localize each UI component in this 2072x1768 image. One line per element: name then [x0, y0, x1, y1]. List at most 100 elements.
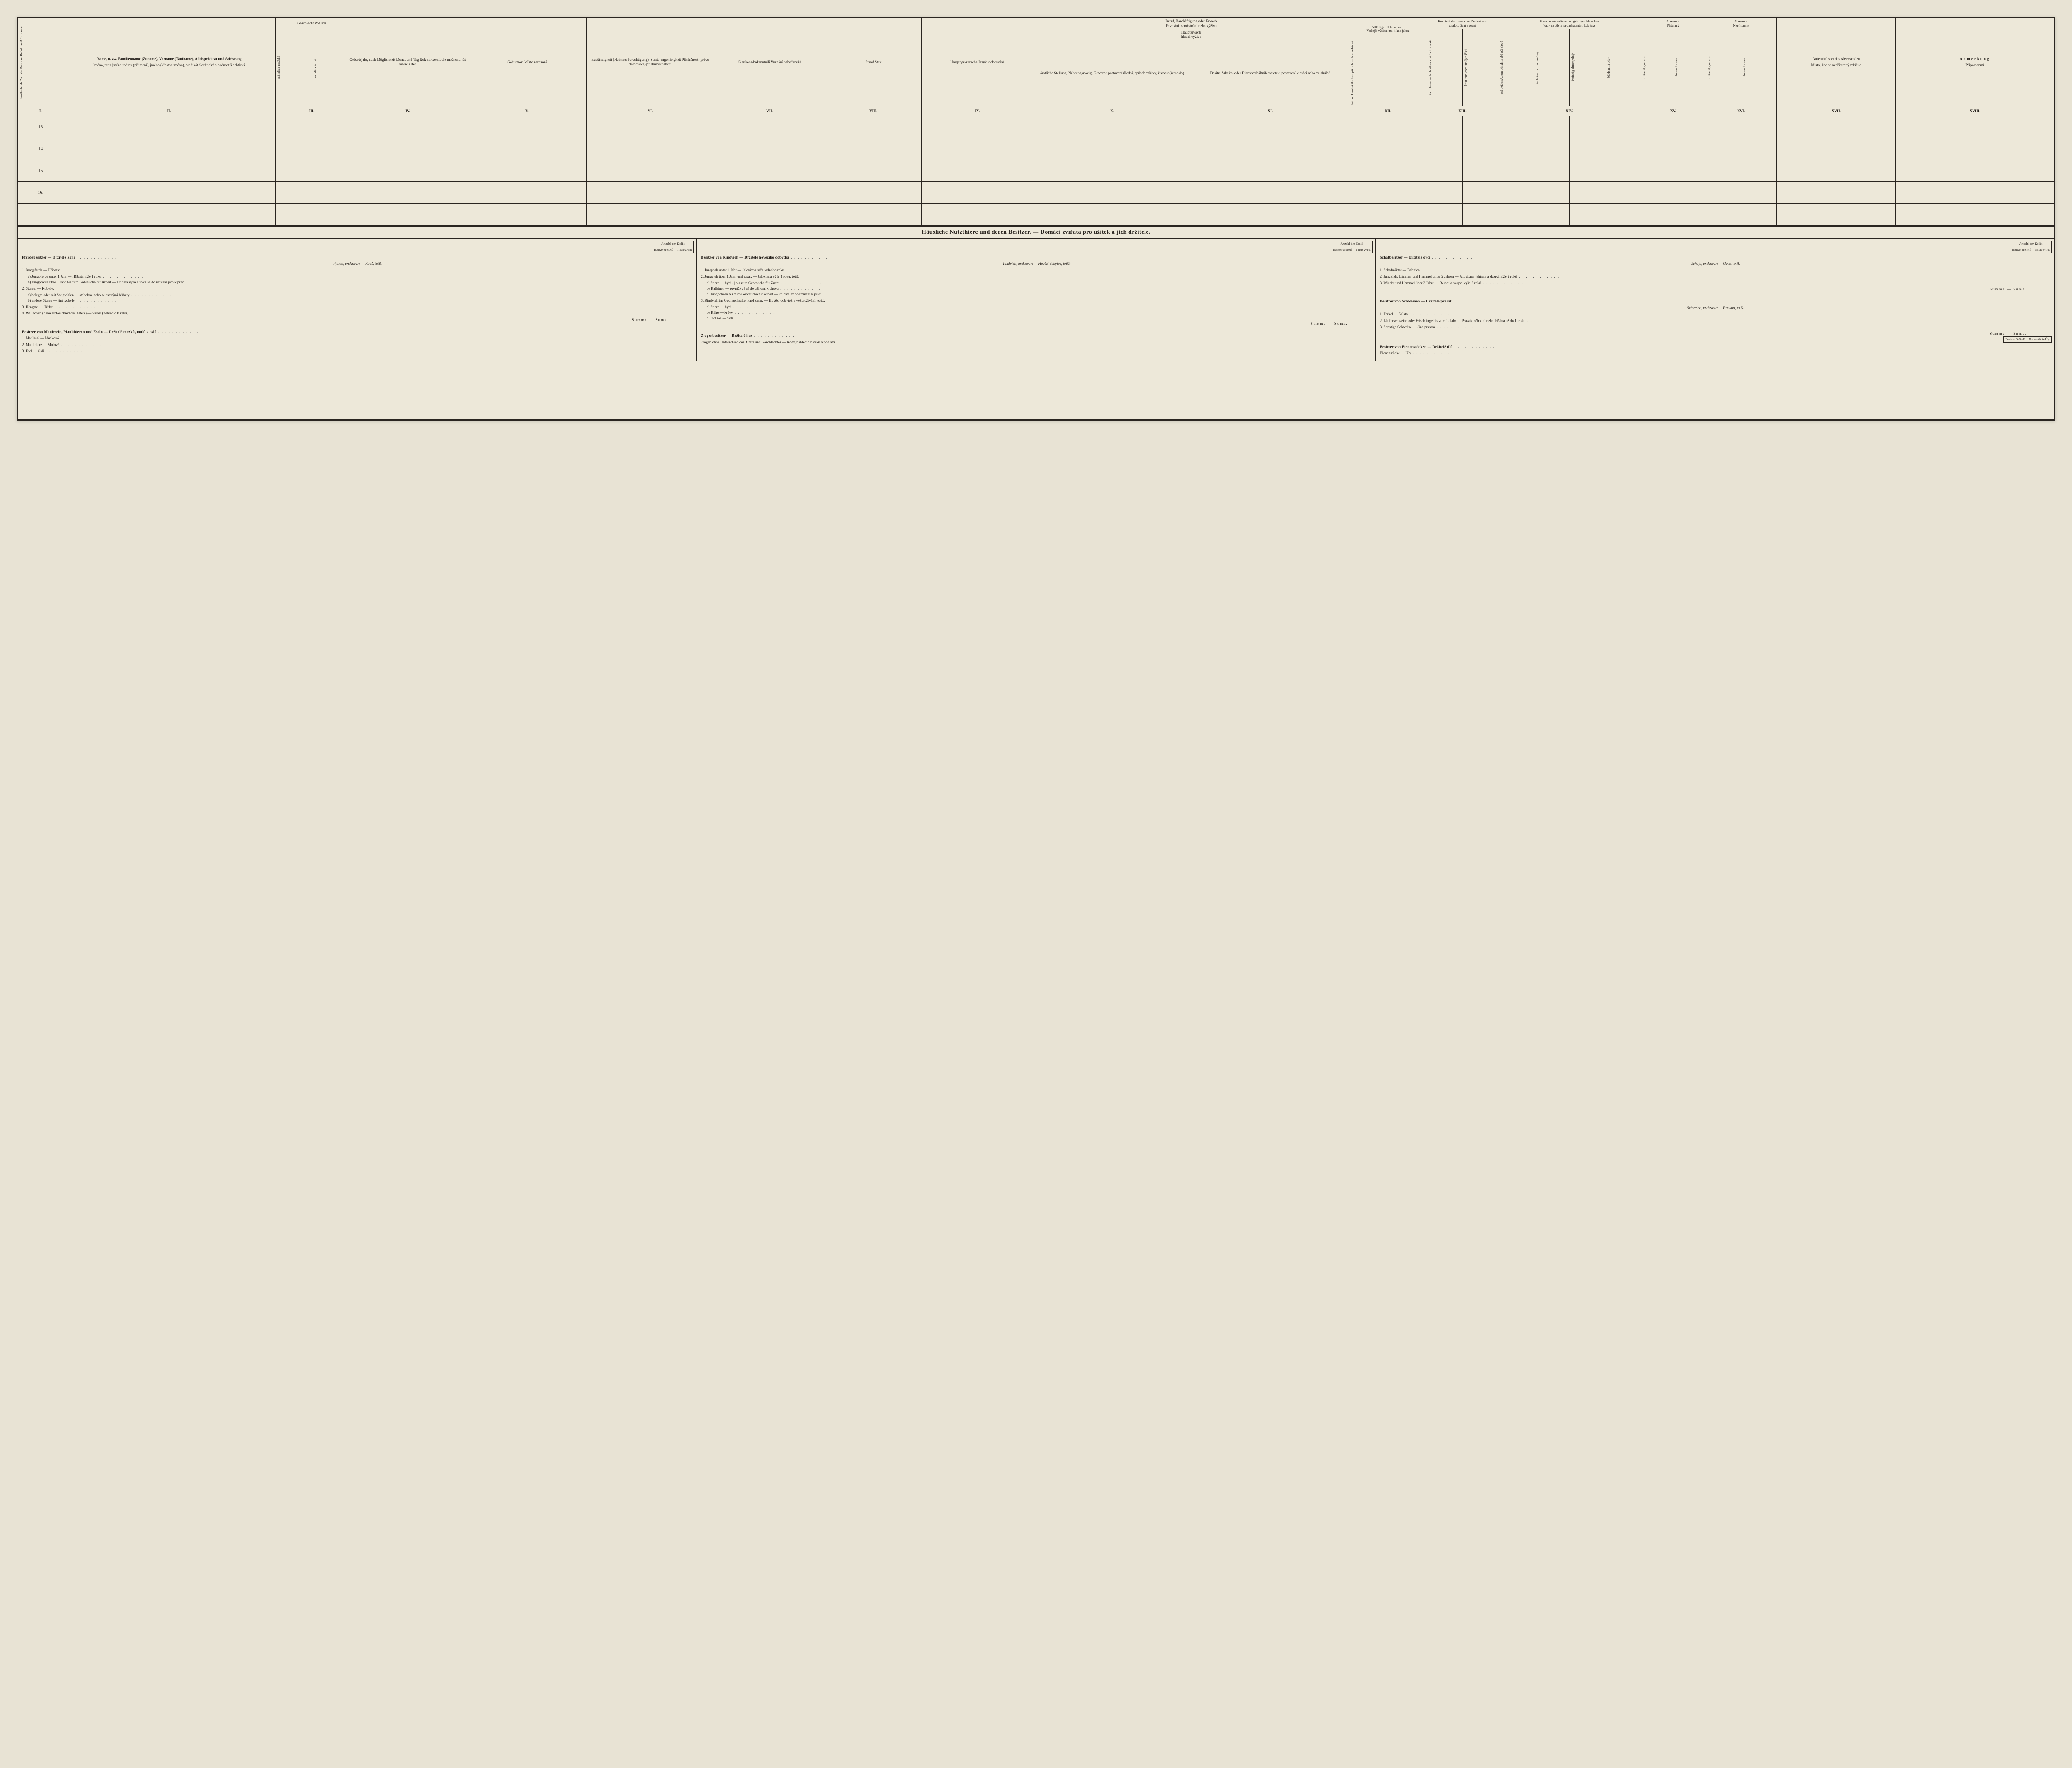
sub15a: zeitweilig na čas [1642, 51, 1646, 84]
item: c) Ochsen — voli [707, 316, 1372, 322]
pig-subtitle: Schweine, und zwar: — Prasata, totiž: [1380, 305, 2052, 311]
item: 1. Maulesel — Mezkové [22, 336, 694, 341]
col-17-cz: Místo, kde se nepřítomný zdržuje [1778, 63, 1894, 68]
col-6-header: Zuständigkeit (Heimats-berechtigung), St… [587, 18, 714, 106]
item: 1. Jungvieh unter 1 Jahr — Jalovizna níž… [701, 268, 1372, 273]
sum-label: Summe — Suma. [22, 317, 694, 323]
horses-subtitle: Pferde, und zwar: — Koně, totiž: [22, 261, 694, 267]
roman-numeral-row: I. II. III. IV. V. VI. VII. VIII. IX. X.… [18, 106, 2054, 116]
col-12-de: Allfälliger Nebenerwerb [1351, 25, 1425, 29]
col-18-cz: Připomenutí [1897, 63, 2053, 68]
col-7-header: Glaubens-bekenntniß Vyznání náboženské [714, 18, 825, 106]
item: 2. Jungvieh über 1 Jahr, und zwar: — Jal… [701, 274, 1372, 280]
col-8-header: Stand Stav [825, 18, 922, 106]
item: 1. Jungpferde — Hříbata: [22, 268, 694, 273]
count-box: Anzahl der Kolik Besitzer držitelůThiere… [2010, 241, 2052, 253]
census-data-body: 13 14 15 16. [18, 116, 2054, 226]
bottom-blank-area [18, 361, 2054, 419]
item: 2. Jungvieh, Lämmer und Hammel unter 2 J… [1380, 274, 2052, 280]
item: a) Stiere — býci . | bis zum Gebrauche f… [707, 281, 1372, 286]
item: 3. Rindvieh im Gebrauchsalter, und zwar:… [701, 298, 1372, 304]
col-2-header-cz: Jméno, totiž jméno rodiny (příjmení), jm… [64, 63, 274, 68]
bee-owners: Besitzer von Bienenstöcken — Držitelé úl… [1380, 344, 2052, 350]
cattle-owners: Besitzer von Rindvieh — Držitelé hovězíh… [701, 255, 1372, 261]
table-row: 13 [18, 116, 2054, 138]
table-row: 14 [18, 138, 2054, 160]
col-10b: Besitz, Arbeits- oder Dienstverhältniß m… [1191, 40, 1349, 106]
sheep-owners: Schafbesitzer — Držitelé ovcí [1380, 255, 2052, 261]
livestock-section-title: Häusliche Nutzthiere und deren Besitzer.… [18, 226, 2054, 239]
item: c) Jungochsen bis zum Gebrauche für Arbe… [707, 292, 1372, 297]
sub13a: kann lesen und schreiben umí čísti a psá… [1428, 40, 1433, 95]
sub14b: taubstumm hluchoněmý [1535, 51, 1539, 84]
col-13-cz: Znalost čtení a psaní [1428, 24, 1497, 28]
mule-owners: Besitzer von Mauleseln, Maulthieren und … [22, 329, 694, 335]
sub16a: zeitweilig na čas [1707, 51, 1711, 84]
table-row [18, 204, 2054, 226]
col-3b: weiblich ženské [313, 51, 317, 84]
sheep-subtitle: Schafe, und zwar: — Ovce, totiž: [1380, 261, 2052, 267]
col-2-header-de: Name, u. zw. Familienname (Zuname), Vorn… [64, 57, 274, 61]
col-4-header: Geburtsjahr, nach Möglichkeit Monat und … [348, 18, 467, 106]
livestock-col-cattle: Anzahl der Kolik Besitzer držitelůThiere… [697, 239, 1375, 361]
item: 3. Esel — Osli [22, 348, 694, 354]
col-3a: männlich mužské [277, 51, 281, 84]
col-13-de: Kenntniß des Lesens und Schreibens [1428, 19, 1497, 24]
sum-label: Summe — Suma. [701, 321, 1372, 327]
item: Bienenstöcke — Úly [1380, 351, 2052, 356]
col-16-cz: Nepřítomný [1707, 24, 1775, 28]
item: a) Jungpferde unter 1 Jahr — Hříbata níž… [28, 274, 694, 280]
cattle-subtitle: Rindvieh, und zwar: — Hovězí dobytek, to… [701, 261, 1372, 267]
col-5-header: Geburtsort Místo narození [467, 18, 587, 106]
livestock-col-horses: Anzahl der Kolik Besitzer držitelůThiere… [18, 239, 697, 361]
count-box: Anzahl der Kolik Besitzer držitelůThiere… [652, 241, 694, 253]
col-16-de: Abwesend [1707, 19, 1775, 24]
sub16b: dauernd trvale [1743, 51, 1747, 84]
count-box: Anzahl der Kolik Besitzer držitelůThiere… [1331, 241, 1373, 253]
col-10-top-cz: Povolání, zaměstnání nebo výživa [1034, 24, 1348, 28]
sub14c: irrsinnig chromyslný [1571, 51, 1575, 84]
sub15b: dauernd trvale [1675, 51, 1679, 84]
item: a) belegte oder mit Saugfohlen — stěhobn… [28, 293, 694, 298]
sub14d: blödsinnig blbý [1607, 51, 1611, 84]
item: 2. Maulthiere — Mulové [22, 342, 694, 348]
horse-owners: Pferdebesitzer — Držitelé koní [22, 255, 694, 261]
col-12-cz: Vedlejší výživa, má-li kdo jakou [1351, 29, 1425, 33]
item: 3. Widder und Hammel über 2 Jahre — Bera… [1380, 281, 2052, 286]
sum-label: Summe — Suma. [1380, 287, 2052, 293]
col-18-de: Anmerkung [1897, 57, 2053, 61]
col-10-mid-de: Haupterwerb [1034, 30, 1348, 35]
census-header-table: Fortlaufende Zahl der Personen Pořad. ja… [18, 18, 2054, 226]
col-3-header: Geschlecht Pohlaví [275, 18, 348, 29]
item: Ziegen ohne Unterschied des Alters und G… [701, 340, 1372, 346]
col-10a: ämtliche Stellung, Nahrungszweig, Gewerb… [1033, 40, 1191, 106]
col-9-header: Umgangs-sprache Jazyk v obcování [922, 18, 1033, 106]
item: b) Kühe — krávy [707, 310, 1372, 316]
item: b) Jungpferde über 1 Jahr bis zum Gebrau… [28, 280, 694, 285]
col-14-de: Etwaige körperliche und geistige Gebrech… [1500, 19, 1639, 24]
col-10-top-de: Beruf, Beschäftigung oder Erwerb [1034, 19, 1348, 24]
col-10-mid-cz: hlavní výživa [1034, 34, 1348, 39]
col-14-cz: Vady na těle a na duchu, má-li kdo jaké [1500, 24, 1639, 28]
livestock-col-sheep: Anzahl der Kolik Besitzer držitelůThiere… [1376, 239, 2054, 361]
item: b) Kalbinen — prvničky | až do užívání k… [707, 286, 1372, 292]
col-1-header: Fortlaufende Zahl der Personen Pořad. ja… [19, 26, 24, 99]
bee-count-box: Besitzer DržitelůBienenstöcke Úly [2003, 336, 2052, 343]
census-form-page: Fortlaufende Zahl der Personen Pořad. ja… [17, 17, 2055, 421]
col-15-cz: Přítomný [1642, 24, 1704, 28]
table-row: 15 [18, 160, 2054, 182]
col-17-de: Aufenthaltsort des Abwesenden [1778, 57, 1894, 61]
pig-owners: Besitzer von Schweinen — Držitelé prasat [1380, 299, 2052, 305]
sub14a: auf beiden Augen blind na obě oči slepý [1500, 41, 1504, 94]
item: 3. Sonstige Schweine — Jiná prasata [1380, 324, 2052, 330]
item: 1. Ferkel — Selata [1380, 312, 2052, 317]
item: a) Stiere — býci [707, 305, 1372, 310]
item: 4. Wallachen (ohne Unterschied des Alter… [22, 311, 694, 317]
col-15-de: Anwesend [1642, 19, 1704, 24]
table-row: 16. [18, 182, 2054, 204]
item: 2. Läuferschweine oder Frischlinge bis z… [1380, 318, 2052, 324]
livestock-columns: Anzahl der Kolik Besitzer držitelůThiere… [18, 239, 2054, 361]
item: 2. Stuten: — Kobyly: [22, 286, 694, 292]
sum-label: Summe — Suma. [1380, 331, 2052, 337]
item: 3. Hengste — Hřebci [22, 305, 694, 310]
